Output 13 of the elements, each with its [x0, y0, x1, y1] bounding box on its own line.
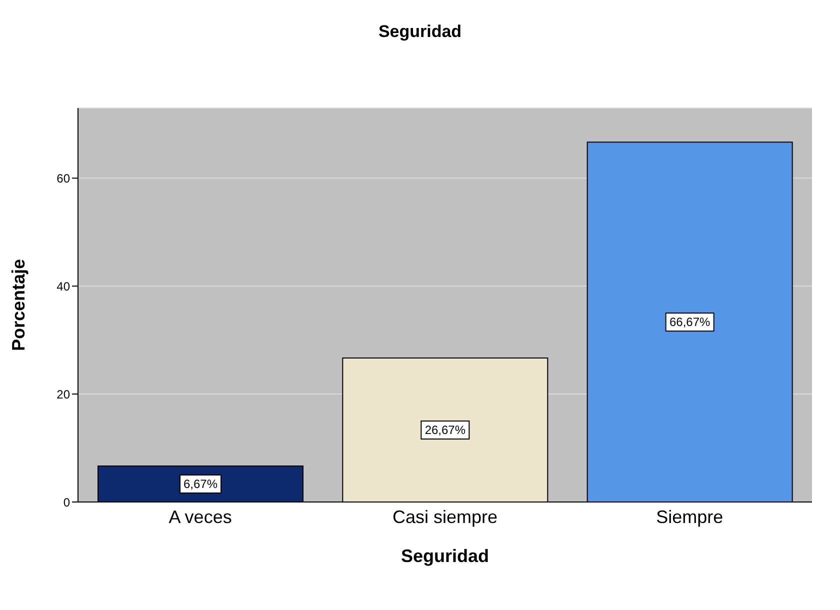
x-tick-label: A veces [168, 506, 232, 527]
y-axis-title: Porcentaje [8, 258, 28, 352]
data-label: 26,67% [424, 423, 466, 438]
data-label: 66,67% [669, 315, 711, 330]
y-tick-label: 40 [56, 279, 70, 294]
x-axis-title: Seguridad [400, 546, 490, 566]
y-tick-label: 0 [63, 495, 70, 510]
x-tick-label: Siempre [656, 506, 724, 527]
x-tick-label: Casi siempre [392, 506, 498, 527]
chart-title: Seguridad [377, 22, 463, 42]
y-tick-label: 60 [56, 171, 70, 186]
data-label: 6,67% [183, 477, 218, 491]
y-tick-label: 20 [56, 387, 70, 402]
